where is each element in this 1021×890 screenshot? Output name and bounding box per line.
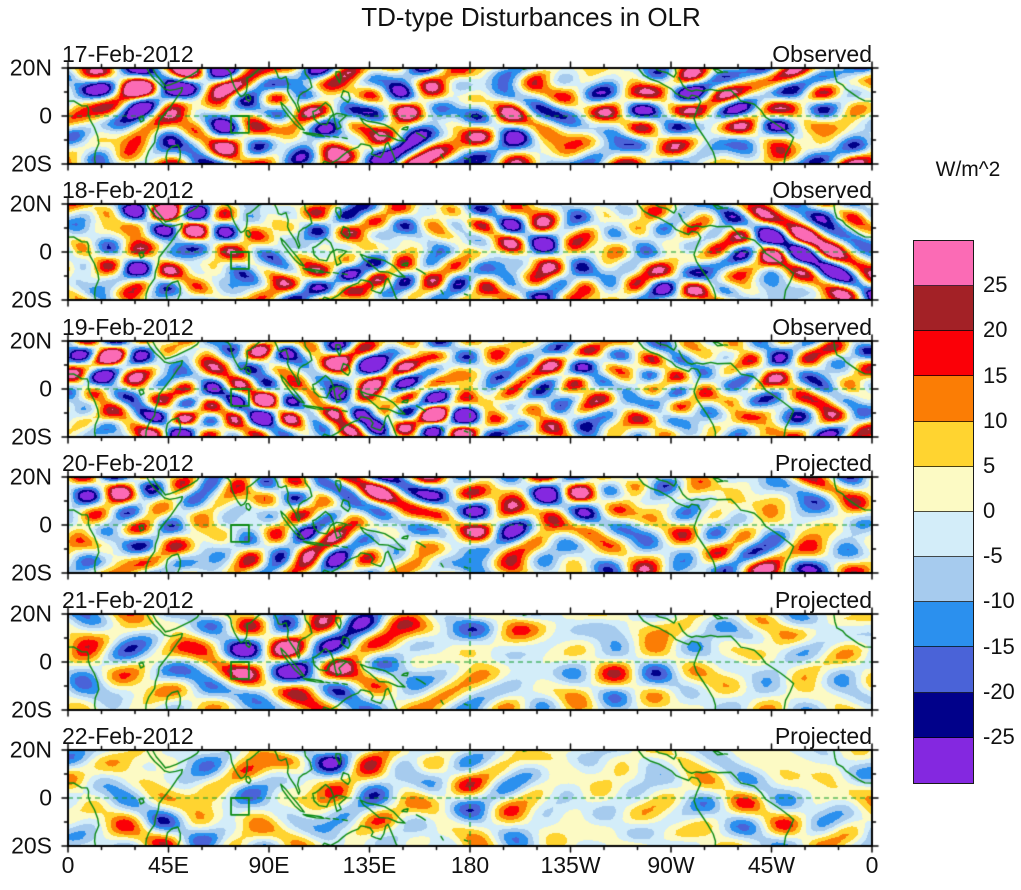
panel-status-label: Projected <box>774 450 872 476</box>
panel-map-canvas-4 <box>60 469 880 581</box>
y-axis-label: 0 <box>39 784 52 811</box>
y-axis-label: 20N <box>9 600 52 627</box>
y-axis-label: 20S <box>11 696 52 723</box>
colorbar-tick-label: -25 <box>983 723 1015 749</box>
colorbar-tick-label: -20 <box>983 678 1015 704</box>
panel-status-label: Observed <box>772 177 872 203</box>
colorbar-segment <box>914 286 973 332</box>
y-axis-label: 20N <box>9 463 52 490</box>
panel-map-canvas-2 <box>60 196 880 308</box>
x-axis-label: 135W <box>540 852 601 878</box>
colorbar-segment <box>914 602 973 648</box>
panel-map-canvas-6 <box>60 742 880 854</box>
x-axis-label: 90W <box>647 852 695 878</box>
colorbar-tick-label: 20 <box>983 317 1008 343</box>
panel-status-label: Observed <box>772 41 872 67</box>
colorbar-segment <box>914 421 973 467</box>
x-axis-label: 45E <box>148 852 189 878</box>
x-axis-label: 90E <box>248 852 290 878</box>
y-axis-label: 0 <box>39 375 52 402</box>
y-axis-label: 20N <box>9 736 52 763</box>
y-axis-label: 20S <box>11 559 52 586</box>
y-axis-label: 0 <box>39 511 52 538</box>
panel-map-canvas-1 <box>60 60 880 172</box>
panel-map-canvas-5 <box>60 606 880 718</box>
y-axis-label: 20S <box>11 423 52 450</box>
colorbar-tick-label: 5 <box>983 452 996 478</box>
panel-date-label: 21-Feb-2012 <box>62 587 194 613</box>
colorbar-segment <box>914 647 973 693</box>
panel-status-label: Observed <box>772 314 872 340</box>
y-axis-label: 20S <box>11 832 52 859</box>
panel-date-label: 19-Feb-2012 <box>62 314 194 340</box>
colorbar-segment <box>914 692 973 738</box>
colorbar-tick-label: 25 <box>983 272 1008 298</box>
colorbar-segment <box>914 331 973 377</box>
panel-status-label: Projected <box>774 587 872 613</box>
colorbar-tick-label: -10 <box>983 588 1015 614</box>
x-axis-label: 135E <box>342 852 397 878</box>
colorbar <box>913 240 974 784</box>
colorbar-segment <box>914 511 973 558</box>
y-axis-label: 20N <box>9 54 52 81</box>
panel-date-label: 18-Feb-2012 <box>62 177 194 203</box>
colorbar-segment <box>914 466 973 512</box>
panel-date-label: 20-Feb-2012 <box>62 450 194 476</box>
colorbar-tick-label: -5 <box>983 543 1003 569</box>
colorbar-units-label: W/m^2 <box>935 158 1001 181</box>
colorbar-tick-label: 10 <box>983 407 1008 433</box>
colorbar-tick-label: -15 <box>983 633 1015 659</box>
y-axis-label: 0 <box>39 648 52 675</box>
y-axis-label: 20N <box>9 190 52 217</box>
y-axis-label: 0 <box>39 238 52 265</box>
x-axis-label: 0 <box>865 852 879 878</box>
y-axis-label: 0 <box>39 102 52 129</box>
panel-date-label: 22-Feb-2012 <box>62 723 194 749</box>
panel-date-label: 17-Feb-2012 <box>62 41 194 67</box>
colorbar-segment <box>914 737 973 783</box>
colorbar-tick-label: 15 <box>983 362 1008 388</box>
y-axis-label: 20S <box>11 150 52 177</box>
y-axis-label: 20S <box>11 286 52 313</box>
x-axis-label: 0 <box>61 852 75 878</box>
panel-map-canvas-3 <box>60 333 880 445</box>
x-axis-label: 45W <box>747 852 796 878</box>
figure-title: TD-type Disturbances in OLR <box>361 2 701 32</box>
y-axis-label: 20N <box>9 327 52 354</box>
colorbar-segment <box>914 376 973 422</box>
colorbar-tick-label: 0 <box>983 498 996 523</box>
x-axis-label: 180 <box>450 852 490 878</box>
colorbar-segment <box>914 557 973 603</box>
colorbar-segment <box>914 241 973 287</box>
panel-status-label: Projected <box>774 723 872 749</box>
